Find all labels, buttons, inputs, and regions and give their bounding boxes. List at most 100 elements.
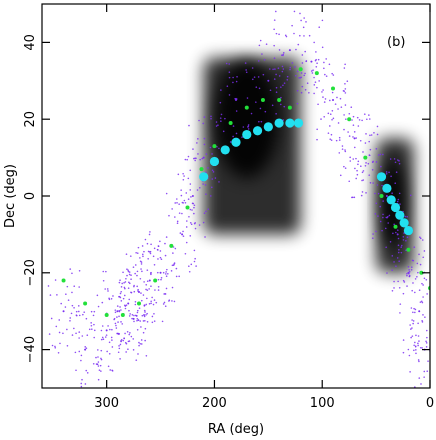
star-point [85, 317, 88, 320]
star-point [175, 267, 178, 270]
star-point [78, 286, 80, 288]
star-point [363, 113, 366, 115]
star-point [96, 363, 99, 365]
star-point [148, 279, 151, 282]
star-point [190, 263, 193, 266]
star-point [51, 344, 54, 347]
star-point [376, 184, 379, 186]
star-point [130, 278, 132, 280]
star-point [350, 106, 353, 108]
star-point [184, 201, 187, 204]
green-model-point [83, 301, 88, 306]
star-point [264, 110, 267, 113]
star-point [359, 139, 362, 142]
star-point [124, 332, 126, 335]
star-point [144, 238, 147, 241]
star-point [257, 76, 260, 78]
star-point [293, 10, 296, 13]
star-point [362, 151, 364, 153]
star-point [413, 246, 416, 248]
star-point [315, 65, 318, 68]
star-point [402, 239, 405, 241]
star-point [66, 328, 68, 331]
star-point [399, 312, 401, 314]
star-point [353, 196, 356, 199]
star-point [236, 75, 238, 78]
star-point [411, 335, 414, 337]
star-point [427, 360, 429, 362]
star-point [365, 162, 367, 164]
star-point [125, 351, 127, 353]
star-point [305, 21, 307, 23]
star-point [137, 246, 140, 249]
star-point [118, 333, 120, 336]
star-point [83, 311, 86, 313]
star-point [149, 231, 151, 233]
star-point [106, 288, 109, 290]
star-point [330, 139, 333, 141]
star-point [274, 68, 276, 70]
star-point [161, 320, 164, 323]
star-point [217, 124, 219, 126]
star-point [185, 192, 188, 194]
star-point [126, 330, 129, 333]
star-point [419, 301, 422, 303]
star-point [183, 199, 186, 202]
star-point [344, 92, 347, 94]
star-point [245, 71, 248, 74]
cyan-model-point [285, 118, 295, 128]
star-point [126, 274, 128, 277]
star-point [349, 160, 352, 162]
star-point [323, 67, 325, 70]
star-point [403, 281, 406, 283]
star-point [110, 297, 113, 300]
star-point [144, 339, 146, 342]
star-point [399, 203, 401, 205]
star-point [406, 236, 409, 239]
star-point [390, 175, 392, 178]
star-point [322, 96, 324, 98]
green-model-point [104, 313, 109, 318]
star-point [139, 342, 142, 345]
star-point [143, 304, 146, 306]
star-point [224, 117, 226, 120]
star-point [153, 313, 155, 315]
star-point [398, 286, 401, 289]
star-point [140, 326, 142, 328]
y-tick-label: 0 [23, 192, 38, 200]
star-point [133, 284, 135, 287]
star-point [56, 294, 58, 296]
star-point [201, 157, 204, 160]
star-point [172, 252, 174, 254]
star-point [402, 339, 405, 341]
star-point [182, 172, 184, 175]
star-point [113, 318, 115, 321]
star-point [409, 324, 411, 326]
star-point [152, 255, 155, 258]
star-point [334, 103, 337, 105]
star-point [397, 280, 399, 283]
star-point [116, 310, 119, 313]
star-point [411, 319, 413, 321]
star-point [127, 270, 130, 273]
star-point [209, 195, 212, 197]
star-point [352, 136, 354, 138]
star-point [368, 154, 371, 157]
star-point [426, 329, 428, 332]
star-point [377, 154, 380, 156]
star-point [286, 75, 289, 78]
star-point [198, 224, 201, 226]
star-point [331, 118, 333, 121]
star-point [136, 319, 138, 322]
star-point [128, 340, 131, 342]
star-point [134, 264, 137, 266]
star-point [174, 202, 177, 204]
star-point [123, 304, 126, 307]
star-point [151, 296, 153, 299]
star-point [212, 171, 215, 173]
green-model-point [199, 167, 204, 172]
star-point [137, 309, 139, 312]
star-point [173, 262, 176, 264]
star-point [114, 311, 117, 314]
star-point [372, 182, 374, 184]
